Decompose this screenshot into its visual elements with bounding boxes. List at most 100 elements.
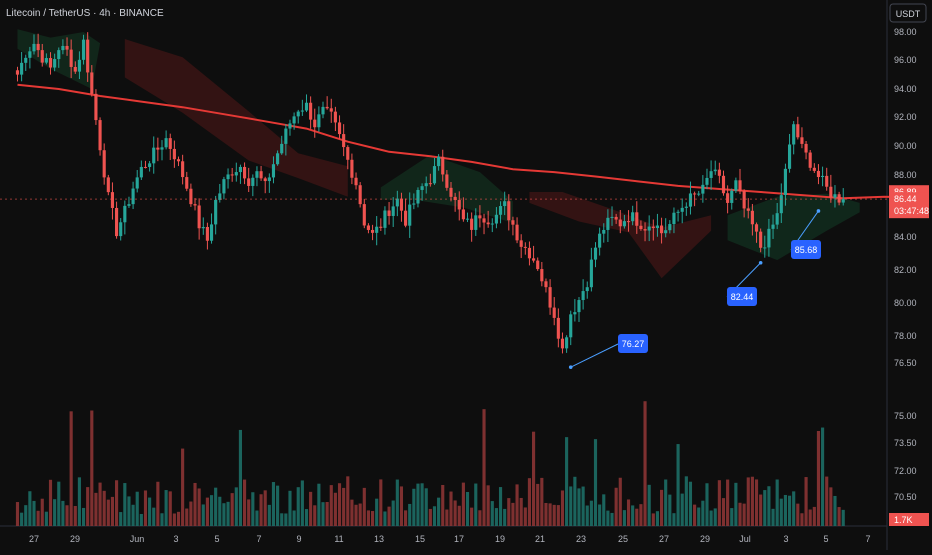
candle-body — [548, 287, 552, 308]
candle-body — [325, 106, 329, 109]
volume-bar — [428, 508, 432, 526]
volume-bar — [44, 511, 48, 526]
candle-body — [816, 170, 821, 178]
volume-bar — [684, 476, 688, 526]
candle-body — [81, 39, 86, 60]
candle-body — [705, 177, 709, 185]
candle-body — [821, 175, 825, 178]
candle-body — [680, 207, 684, 212]
volume-bar — [494, 508, 498, 526]
volume-bar — [825, 476, 829, 526]
candle-body — [131, 188, 135, 205]
volume-bar — [445, 509, 449, 526]
volume-bar — [189, 501, 193, 526]
volume-bar — [519, 497, 523, 526]
candle-body — [115, 207, 119, 237]
volume-bar — [313, 505, 317, 526]
candle-body — [139, 166, 143, 178]
candle-body — [792, 124, 796, 145]
volume-axis-label: 70.50 — [894, 492, 917, 502]
volume-axis-label: 73.50 — [894, 438, 917, 448]
volume-bar — [536, 483, 540, 526]
moving-average — [17, 83, 926, 200]
volume-bar — [721, 498, 726, 526]
volume-bar — [238, 429, 243, 526]
volume-bar — [532, 431, 536, 526]
volume-bar — [482, 409, 486, 526]
candle-body — [366, 225, 370, 230]
volume-bar — [812, 506, 816, 526]
candle-body — [763, 247, 767, 249]
price-axis[interactable]: 98.00 96.00 94.00 92.00 90.00 88.00 84.00 82.00… — [889, 27, 929, 526]
candle-body — [181, 161, 185, 178]
candle-body — [90, 72, 94, 94]
candle-body — [449, 187, 453, 197]
volume-bar — [73, 506, 77, 526]
volume-bar — [643, 401, 647, 526]
volume-bar — [556, 505, 560, 526]
volume-bar — [544, 502, 548, 526]
candle-body — [734, 180, 738, 191]
volume-bar — [688, 481, 693, 526]
candle-body — [218, 193, 222, 200]
candle-body — [32, 43, 36, 52]
currency-button[interactable] — [889, 3, 927, 23]
candle-body — [350, 159, 354, 178]
candle-body — [527, 247, 532, 259]
volume-bar — [424, 488, 428, 526]
candle-body — [676, 211, 680, 213]
candle-body — [48, 58, 53, 68]
volume-bar — [808, 509, 812, 526]
candle-body — [560, 338, 565, 349]
price-annotations: 76.27 82.44 85.68 — [568, 209, 821, 369]
volume-bar — [94, 492, 98, 526]
candle-body — [329, 108, 333, 112]
candle-body — [775, 213, 779, 225]
annotation-point — [568, 365, 573, 369]
volume-bar — [321, 502, 325, 526]
volume-bar — [614, 487, 618, 526]
volume-bar — [457, 505, 461, 526]
candle-body — [577, 300, 581, 313]
volume-bar — [156, 481, 160, 526]
volume-bar — [775, 479, 779, 526]
volume-axis-label: 72.00 — [894, 466, 917, 476]
candle-body — [387, 210, 391, 216]
volume-bar — [288, 490, 292, 526]
volume-bar — [370, 511, 375, 526]
candle-body — [230, 174, 234, 176]
candle-body — [65, 45, 69, 50]
candle-body — [214, 199, 218, 225]
candle-body — [205, 226, 209, 241]
volume-bar — [152, 507, 156, 526]
candle-body — [370, 229, 375, 233]
volume-bar — [309, 491, 313, 526]
candle-body — [437, 156, 441, 167]
candle-body — [94, 93, 98, 121]
x-tick-label: 9 — [296, 534, 301, 544]
candle-body — [251, 177, 255, 186]
volume-bar — [123, 483, 127, 526]
volume-bar — [763, 490, 767, 526]
candle-body — [300, 110, 304, 112]
volume-bar — [726, 479, 730, 526]
time-axis[interactable]: 27 29 Jun 3 5 7 9 11 13 15 17 19 21 23 25 27 29 Jul 3 5 7 — [29, 534, 871, 544]
volume-bar — [668, 494, 672, 526]
candle-body — [288, 123, 292, 129]
candle-body — [61, 45, 65, 51]
volume-bar — [779, 498, 783, 526]
candle-body — [267, 177, 271, 182]
candle-body — [556, 317, 560, 339]
candle-body — [709, 171, 713, 178]
candle-body — [135, 177, 139, 189]
volume-bar — [470, 507, 474, 526]
volume-bar — [664, 479, 668, 526]
volume-bar — [176, 511, 181, 526]
volume-bar — [404, 510, 408, 526]
x-tick-label: 19 — [495, 534, 505, 544]
volume-bar — [69, 411, 73, 526]
x-tick-label: Jul — [739, 534, 751, 544]
candle-body — [503, 201, 507, 207]
